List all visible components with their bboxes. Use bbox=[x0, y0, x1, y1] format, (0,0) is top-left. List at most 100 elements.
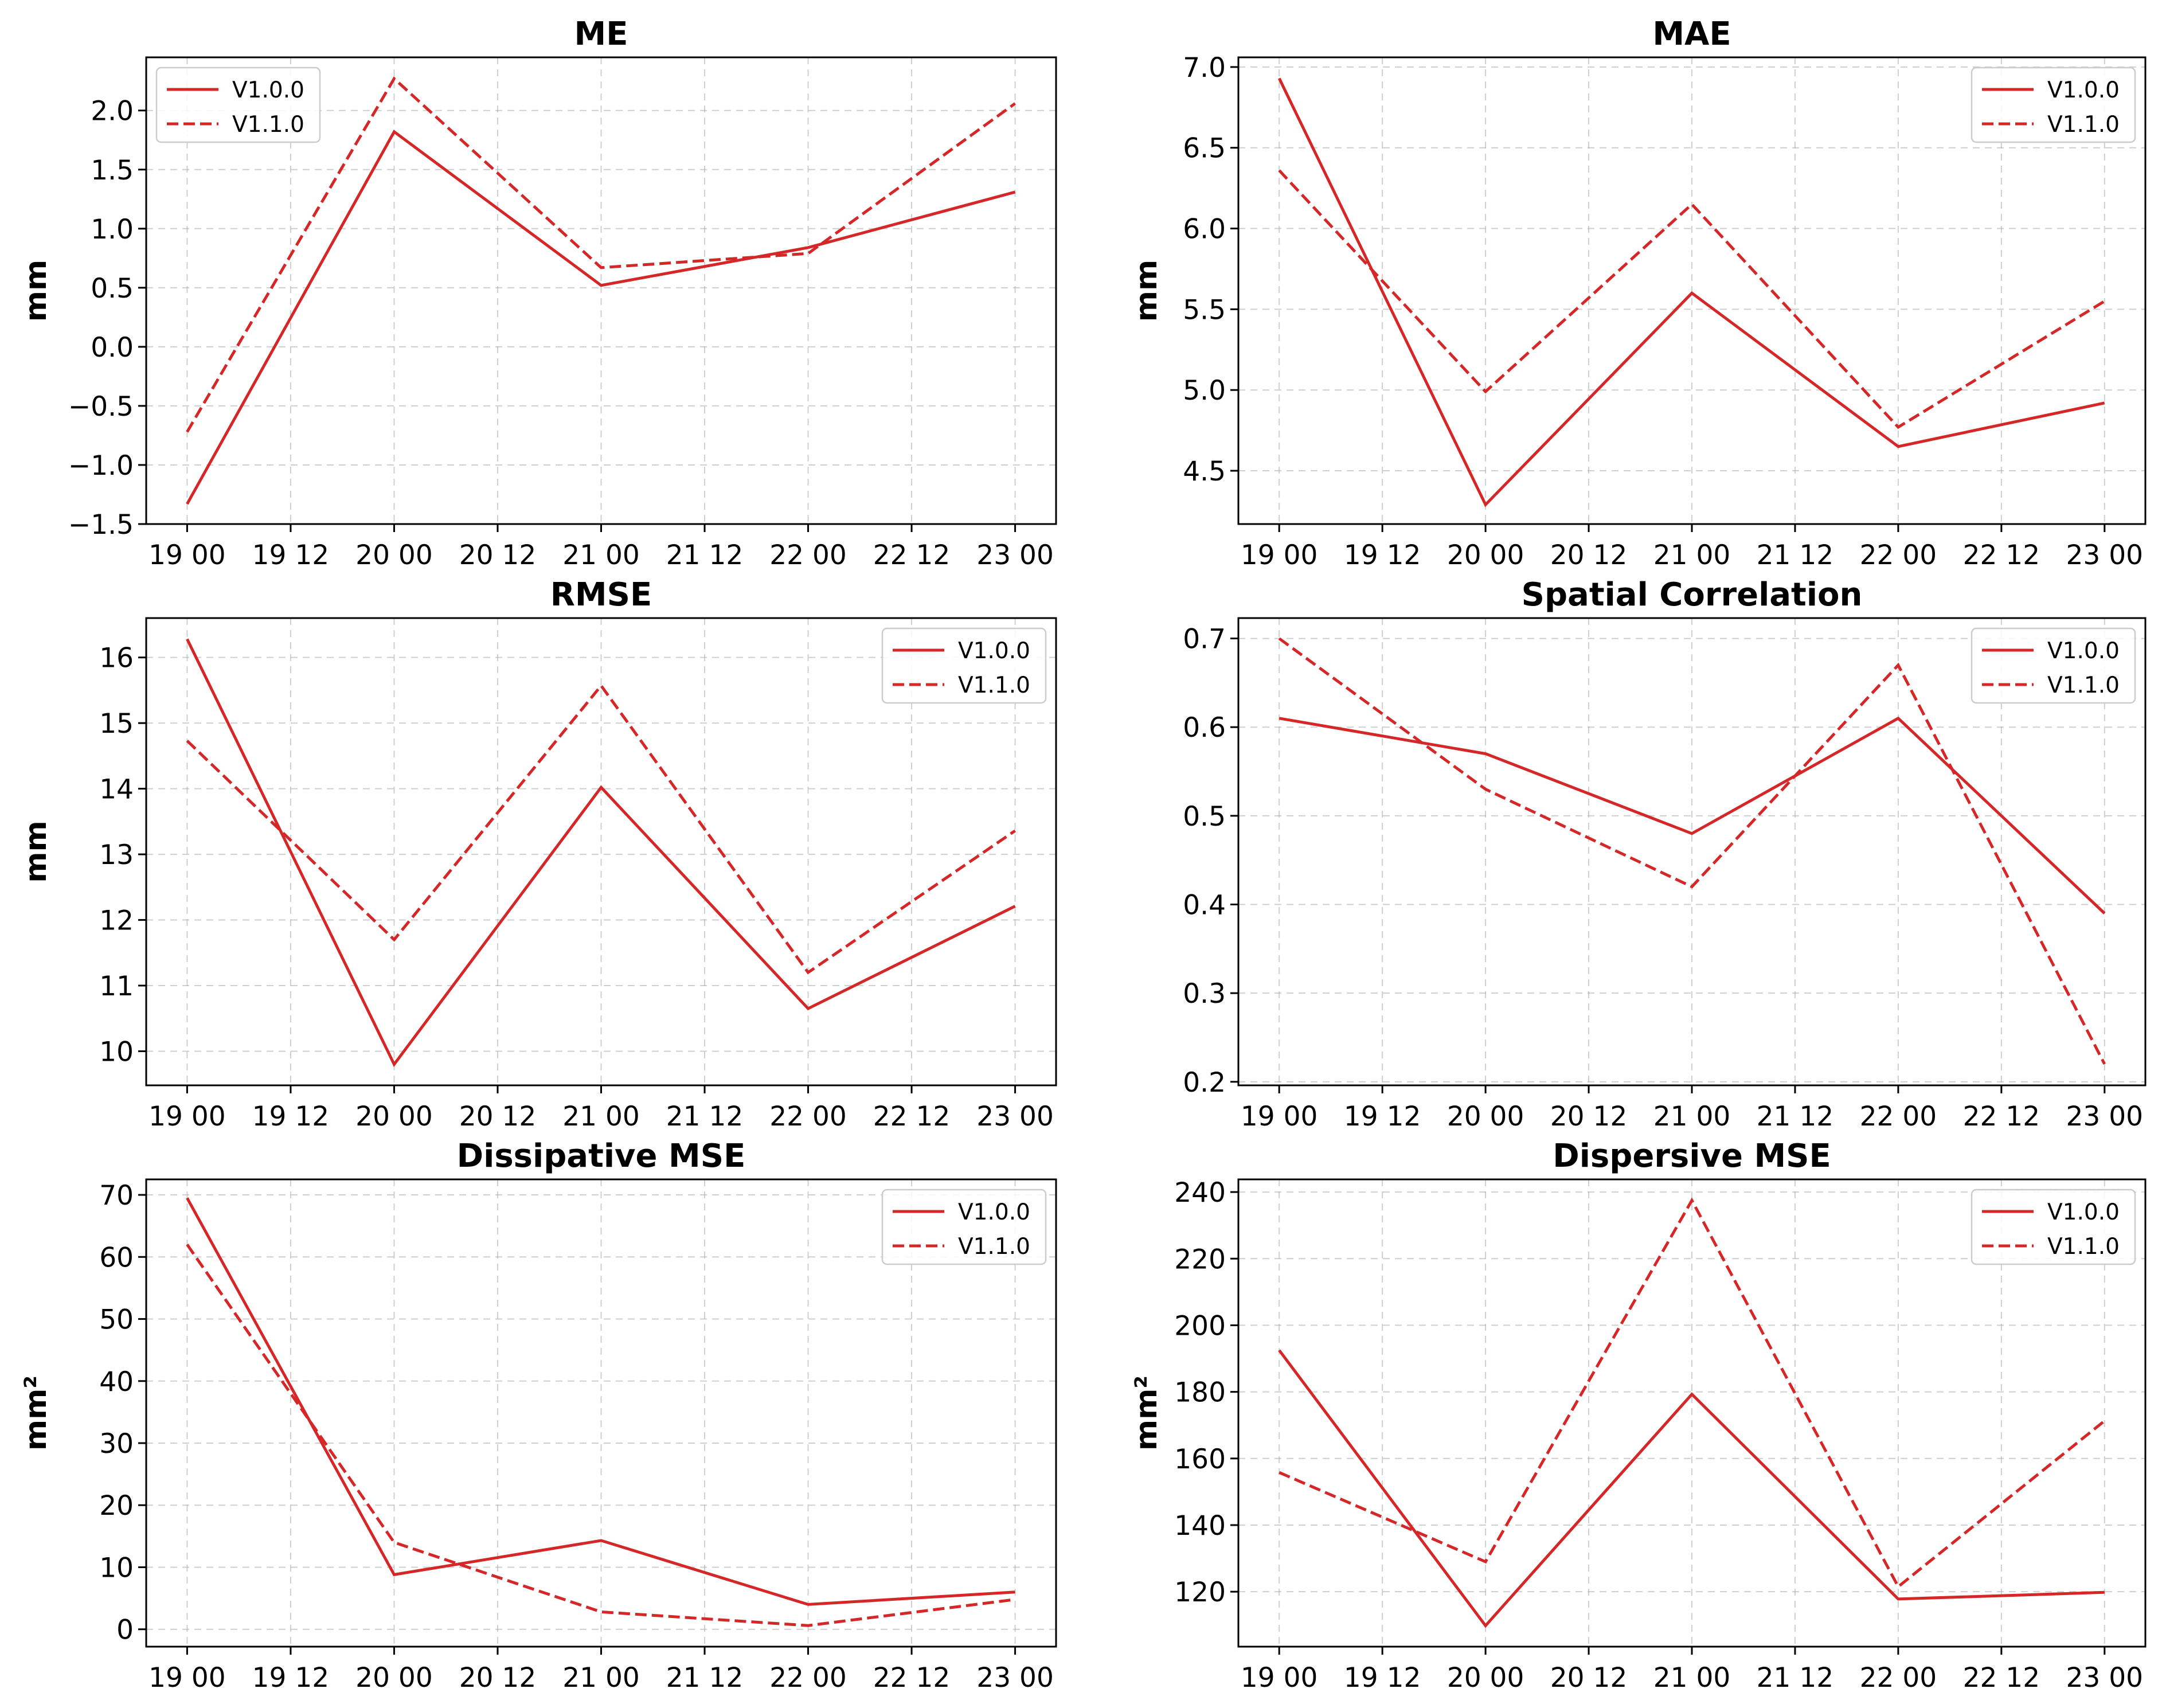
x-tick-label: 20 00 bbox=[1447, 540, 1524, 571]
y-tick-label: −1.5 bbox=[68, 509, 134, 541]
y-axis-label: mm² bbox=[1129, 1375, 1164, 1451]
subplot-title: Dissipative MSE bbox=[457, 1138, 746, 1175]
y-tick-label: 7.0 bbox=[1183, 52, 1226, 84]
y-tick-label: 13 bbox=[99, 839, 134, 871]
x-tick-label: 19 12 bbox=[252, 540, 330, 571]
legend: V1.0.0 V1.1.0 bbox=[155, 67, 321, 143]
x-tick-label: 22 12 bbox=[1963, 1662, 2040, 1694]
x-tick-label: 20 12 bbox=[1550, 1662, 1628, 1694]
x-tick-label: 23 00 bbox=[976, 1662, 1054, 1694]
x-tick-label: 21 12 bbox=[1757, 1101, 1834, 1132]
x-tick-label: 22 12 bbox=[873, 1662, 951, 1694]
x-tick-label: 23 00 bbox=[2066, 1662, 2144, 1694]
x-tick-label: 21 12 bbox=[666, 1101, 744, 1132]
x-tick-label: 19 00 bbox=[1241, 1101, 1318, 1132]
y-tick-label: 10 bbox=[99, 1552, 134, 1584]
x-tick-label: 19 00 bbox=[1241, 540, 1318, 571]
x-tick-label: 21 00 bbox=[1653, 1662, 1731, 1694]
y-tick-label: 0.5 bbox=[91, 273, 134, 304]
x-tick-label: 22 00 bbox=[769, 540, 847, 571]
legend-label: V1.0.0 bbox=[2047, 1199, 2120, 1225]
y-tick-label: 11 bbox=[99, 971, 134, 1002]
x-tick-label: 23 00 bbox=[976, 540, 1054, 571]
series-line-v100 bbox=[186, 638, 1016, 1068]
series-line-v110 bbox=[1278, 637, 2106, 1065]
series-line-v110 bbox=[186, 683, 1017, 975]
legend-label: V1.0.0 bbox=[232, 77, 304, 103]
y-tick-label: 5.0 bbox=[1183, 375, 1226, 407]
x-tick-label: 22 00 bbox=[1860, 540, 1937, 571]
y-tick-label: 0.5 bbox=[1183, 801, 1226, 832]
y-tick-label: 4.5 bbox=[1183, 456, 1226, 487]
x-tick-label: 20 00 bbox=[355, 1101, 433, 1132]
subplot-title: ME bbox=[574, 15, 628, 53]
x-tick-label: 23 00 bbox=[2066, 1101, 2144, 1132]
x-tick-label: 20 00 bbox=[355, 1662, 433, 1694]
y-tick-label: 0.6 bbox=[1183, 712, 1226, 744]
y-tick-label: 16 bbox=[99, 643, 134, 674]
x-tick-label: 22 12 bbox=[873, 1101, 951, 1132]
subplot-0: 19 00 19 12 20 00 20 12 21 00 21 12 22 00 22 12… bbox=[19, 15, 1057, 571]
subplot-title: MAE bbox=[1652, 15, 1731, 53]
y-axis-label: mm² bbox=[19, 1375, 53, 1451]
y-tick-label: 5.5 bbox=[1183, 294, 1226, 326]
legend: V1.0.0 V1.1.0 bbox=[1971, 67, 2136, 143]
x-tick-label: 21 00 bbox=[1653, 1101, 1731, 1132]
x-tick-label: 20 00 bbox=[355, 540, 433, 571]
y-tick-label: 1.5 bbox=[91, 155, 134, 186]
subplot-title: Dispersive MSE bbox=[1553, 1138, 1831, 1175]
series-line-v110 bbox=[1279, 1197, 2106, 1589]
subplot-4: 19 00 19 12 20 00 20 12 21 00 21 12 22 00 22 12… bbox=[19, 1138, 1057, 1694]
series-line-v100 bbox=[1278, 1349, 2105, 1628]
x-tick-label: 22 12 bbox=[1963, 1101, 2040, 1132]
y-tick-label: −1.0 bbox=[68, 450, 134, 482]
x-tick-label: 22 12 bbox=[1963, 540, 2040, 571]
series-line-v110 bbox=[186, 1244, 1015, 1627]
y-tick-label: 12 bbox=[99, 905, 134, 937]
subplot-3: 19 00 19 12 20 00 20 12 21 00 21 12 22 00 22 12… bbox=[1183, 576, 2147, 1132]
y-tick-label: 14 bbox=[99, 774, 134, 806]
legend-label: V1.0.0 bbox=[2047, 638, 2120, 664]
y-tick-label: 30 bbox=[99, 1428, 134, 1460]
legend-label: V1.0.0 bbox=[2047, 77, 2120, 103]
x-tick-label: 20 12 bbox=[459, 540, 537, 571]
x-tick-label: 19 00 bbox=[148, 1101, 226, 1132]
legend-box bbox=[1971, 67, 2136, 143]
y-axis-label: mm bbox=[19, 820, 53, 882]
series-line-v100 bbox=[186, 1197, 1015, 1606]
x-tick-label: 20 12 bbox=[459, 1662, 537, 1694]
series-line-v100 bbox=[186, 130, 1016, 505]
series-line-v100 bbox=[1279, 716, 2106, 914]
y-axis-label: mm bbox=[19, 260, 53, 322]
x-tick-label: 21 00 bbox=[562, 1662, 640, 1694]
legend: V1.0.0 V1.1.0 bbox=[1971, 1189, 2136, 1265]
x-tick-label: 22 00 bbox=[1860, 1662, 1937, 1694]
x-tick-label: 20 12 bbox=[459, 1101, 537, 1132]
x-tick-label: 21 12 bbox=[666, 540, 744, 571]
legend-label: V1.1.0 bbox=[232, 112, 304, 138]
y-tick-label: 0.4 bbox=[1183, 890, 1226, 921]
y-tick-label: 6.5 bbox=[1183, 133, 1226, 165]
x-tick-label: 19 00 bbox=[148, 540, 226, 571]
x-tick-label: 21 00 bbox=[562, 540, 640, 571]
y-tick-label: 180 bbox=[1174, 1377, 1226, 1409]
y-tick-label: 240 bbox=[1174, 1177, 1226, 1209]
x-tick-label: 21 12 bbox=[1757, 1662, 1834, 1694]
y-tick-label: 1.0 bbox=[91, 214, 134, 245]
y-axis-label: mm bbox=[1129, 260, 1164, 322]
series-line-v100 bbox=[1277, 77, 2105, 507]
y-tick-label: 0 bbox=[116, 1615, 134, 1646]
legend-box bbox=[881, 1189, 1047, 1265]
x-tick-label: 19 12 bbox=[1344, 540, 1421, 571]
y-tick-label: 70 bbox=[99, 1180, 134, 1211]
x-tick-label: 20 00 bbox=[1447, 1101, 1524, 1132]
x-tick-label: 20 12 bbox=[1550, 540, 1628, 571]
y-tick-label: −0.5 bbox=[68, 391, 134, 423]
y-tick-label: 0.3 bbox=[1183, 978, 1226, 1010]
y-tick-label: 120 bbox=[1174, 1577, 1226, 1608]
x-tick-label: 20 00 bbox=[1447, 1662, 1524, 1694]
y-tick-label: 200 bbox=[1174, 1310, 1226, 1342]
y-tick-label: 160 bbox=[1174, 1444, 1226, 1475]
legend: V1.0.0 V1.1.0 bbox=[881, 627, 1047, 704]
subplot-2: 19 00 19 12 20 00 20 12 21 00 21 12 22 00 22 12… bbox=[19, 576, 1057, 1132]
